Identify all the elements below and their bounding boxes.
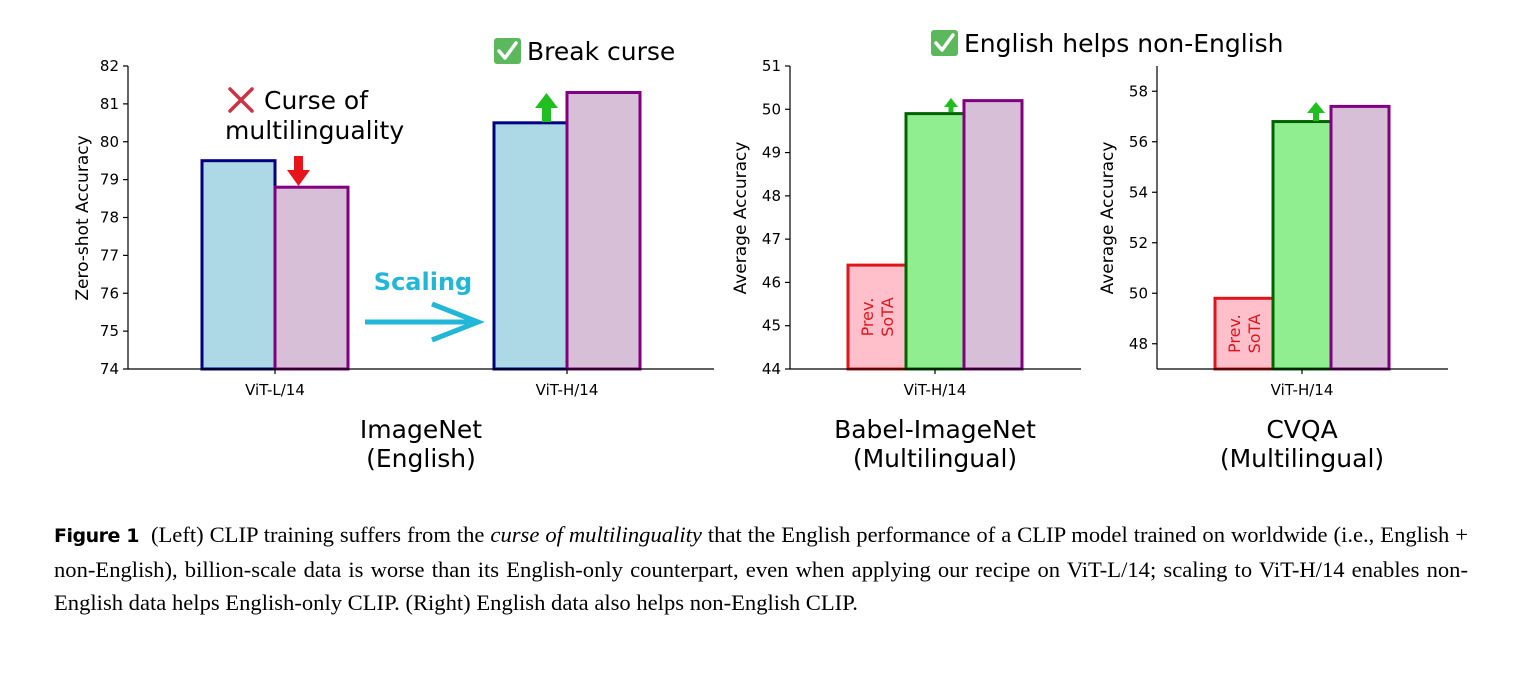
curse-annotation-line2: multilinguality [225, 116, 404, 145]
imagenet-panel: 74 75 76 77 78 79 80 81 82 ViT-L/14 ViT-H/14 Zero… [73, 37, 714, 473]
bar-1 [846, 263, 908, 371]
x-tick-label: ViT-H/14 [536, 381, 599, 399]
bar-2 [904, 112, 966, 371]
babel-xlabel-line1: Babel-ImageNet [834, 415, 1036, 444]
prev-sota-label-line1: Prev. [1225, 314, 1244, 353]
y-tick-label: 76 [100, 284, 119, 302]
prev-sota-label-line1: Prev. [858, 298, 877, 337]
caption-text-part1: (Left) CLIP training suffers from the [150, 522, 491, 547]
checkmark-icon [931, 30, 958, 56]
y-tick-label: 50 [762, 100, 781, 118]
cvqa-xlabel-line1: CVQA [1266, 415, 1337, 444]
figure-caption: Figure 1 (Left) CLIP training suffers fr… [54, 518, 1468, 619]
y-tick-label: 48 [1129, 335, 1148, 353]
up-arrow-icon [535, 93, 558, 122]
prev-sota-label-line2: SoTA [878, 297, 897, 336]
x-tick-label: ViT-L/14 [245, 381, 305, 399]
y-tick-label: 78 [100, 209, 119, 227]
y-tick-label: 56 [1129, 133, 1148, 151]
imagenet-xlabel-line2: (English) [366, 444, 476, 473]
bar-series2-vith14 [565, 91, 642, 371]
bar-series1-vitl14 [200, 159, 277, 371]
x-tick-label: ViT-H/14 [904, 381, 967, 399]
scaling-arrow-icon [365, 301, 485, 343]
y-tick-label: 49 [762, 144, 781, 162]
y-tick-label: 47 [762, 230, 781, 248]
babel-imagenet-panel: Prev. SoTA 44 45 46 47 48 49 50 51 ViT-H/14 Aver… [731, 57, 1081, 473]
y-tick-label: 52 [1129, 234, 1148, 252]
y-tick-label: 44 [762, 360, 781, 378]
x-tick-label: ViT-H/14 [1271, 381, 1334, 399]
prev-sota-label-line2: SoTA [1245, 314, 1264, 353]
bar-1 [1213, 296, 1275, 371]
y-tick-label: 48 [762, 187, 781, 205]
y-tick-label: 79 [100, 171, 119, 189]
bar-3 [962, 99, 1024, 371]
y-tick-label: 51 [762, 57, 781, 75]
caption-label: Figure 1 [54, 525, 140, 547]
curse-annotation-line1: Curse of [264, 86, 369, 115]
y-tick-label: 45 [762, 317, 781, 335]
cvqa-ylabel: Average Accuracy [1098, 142, 1118, 295]
bar-2 [1271, 120, 1333, 371]
y-tick-label: 81 [100, 95, 119, 113]
y-tick-label: 75 [100, 322, 119, 340]
figure-canvas: 74 75 76 77 78 79 80 81 82 ViT-L/14 ViT-H/14 Zero… [73, 29, 1448, 473]
break-curse-annotation: Break curse [527, 37, 675, 66]
bar-series2-vitl14 [273, 185, 350, 371]
bar-series1-vith14 [492, 121, 569, 371]
up-arrow-icon [1307, 102, 1325, 121]
y-tick-label: 77 [100, 246, 119, 264]
imagenet-xlabel-line1: ImageNet [360, 415, 482, 444]
right-title: English helps non-English [964, 29, 1284, 58]
scaling-label: Scaling [374, 268, 472, 296]
cross-icon [228, 87, 254, 113]
cvqa-panel: Prev. SoTA 48 50 52 54 56 58 ViT-H/14 Average … [1098, 66, 1448, 473]
y-tick-label: 80 [100, 133, 119, 151]
y-tick-label: 54 [1129, 183, 1148, 201]
y-tick-label: 82 [100, 57, 119, 75]
y-tick-label: 58 [1129, 82, 1148, 100]
babel-xlabel-line2: (Multilingual) [853, 444, 1017, 473]
babel-ylabel: Average Accuracy [731, 142, 751, 295]
caption-text-part2: that the English performance of a CLIP m… [54, 522, 1469, 615]
down-arrow-icon [287, 156, 310, 186]
bar-3 [1329, 104, 1391, 371]
cvqa-xlabel-line2: (Multilingual) [1220, 444, 1384, 473]
y-tick-label: 50 [1129, 284, 1148, 302]
checkmark-icon [494, 38, 521, 64]
y-tick-label: 46 [762, 273, 781, 291]
caption-italic: curse of multilinguality [490, 522, 702, 547]
imagenet-ylabel: Zero-shot Accuracy [73, 135, 93, 300]
up-arrow-icon [944, 98, 958, 112]
y-tick-label: 74 [100, 360, 119, 378]
